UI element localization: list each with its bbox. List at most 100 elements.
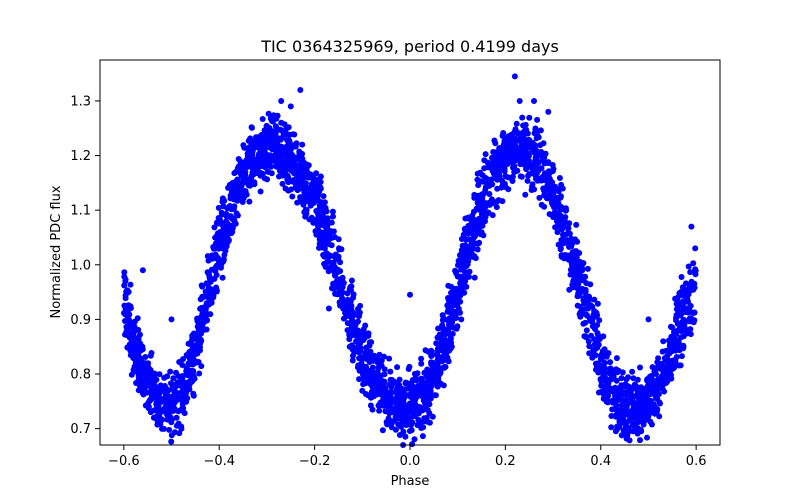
data-point xyxy=(151,391,157,398)
data-point xyxy=(608,413,615,419)
data-point xyxy=(243,191,250,198)
data-point xyxy=(482,151,489,158)
data-point xyxy=(591,322,598,329)
data-point xyxy=(356,355,363,362)
data-point xyxy=(211,224,218,231)
y-tick-label: 1.1 xyxy=(70,204,91,219)
data-point xyxy=(482,184,489,191)
data-point xyxy=(388,424,395,431)
data-point xyxy=(315,185,322,192)
data-point xyxy=(255,151,262,158)
data-point xyxy=(677,334,684,341)
data-point xyxy=(351,320,358,326)
data-point xyxy=(672,336,679,343)
data-point xyxy=(426,410,433,416)
data-point xyxy=(448,283,455,290)
data-point xyxy=(155,411,162,418)
data-point xyxy=(381,353,387,360)
data-point xyxy=(287,146,294,153)
data-point xyxy=(664,353,670,360)
data-point xyxy=(647,407,654,414)
outlier-point xyxy=(325,305,332,312)
data-point xyxy=(282,185,289,192)
data-point xyxy=(409,441,416,448)
data-point xyxy=(231,170,238,177)
data-point xyxy=(321,260,328,267)
data-point xyxy=(484,179,491,186)
data-point xyxy=(438,337,445,344)
data-point xyxy=(690,285,696,292)
data-point xyxy=(139,387,146,394)
data-point xyxy=(329,208,336,215)
x-tick-label: −0.2 xyxy=(299,454,331,469)
data-point xyxy=(629,368,636,375)
data-point xyxy=(356,367,363,374)
data-point xyxy=(456,257,463,264)
data-point xyxy=(626,437,633,444)
data-point xyxy=(429,413,436,420)
data-point xyxy=(619,389,626,396)
data-point xyxy=(180,356,186,363)
data-point xyxy=(455,288,462,294)
data-point xyxy=(316,244,322,251)
data-point xyxy=(466,236,473,243)
data-point xyxy=(428,352,435,359)
data-point xyxy=(306,216,313,223)
data-point xyxy=(141,362,148,369)
data-point xyxy=(432,392,439,399)
data-point xyxy=(204,253,211,260)
data-point xyxy=(246,198,253,205)
data-point xyxy=(439,317,446,324)
data-point xyxy=(355,305,361,312)
data-point xyxy=(573,248,580,255)
data-point xyxy=(647,381,654,388)
data-point xyxy=(165,387,172,394)
data-point xyxy=(690,260,697,267)
data-point xyxy=(332,252,339,259)
data-point xyxy=(336,245,342,252)
x-tick-label: −0.4 xyxy=(203,454,235,469)
data-point xyxy=(229,187,236,194)
data-point xyxy=(567,266,574,273)
data-point xyxy=(534,131,541,138)
data-point xyxy=(404,409,411,415)
data-point xyxy=(429,371,436,378)
data-point xyxy=(648,421,655,428)
data-point xyxy=(238,159,245,166)
data-point xyxy=(190,356,197,363)
y-axis-label: Normalized PDC flux xyxy=(49,185,64,318)
data-point xyxy=(537,127,544,134)
data-point xyxy=(127,305,134,312)
data-point xyxy=(481,165,488,172)
data-point xyxy=(388,388,394,395)
data-point xyxy=(285,137,292,143)
data-point xyxy=(164,392,171,399)
data-point xyxy=(645,416,651,423)
data-point xyxy=(668,375,675,382)
data-point xyxy=(664,371,670,377)
data-point xyxy=(668,323,674,330)
data-point xyxy=(124,325,131,332)
data-point xyxy=(371,375,378,382)
data-point xyxy=(440,328,447,335)
data-point xyxy=(481,202,488,209)
data-point xyxy=(168,438,175,445)
data-point xyxy=(190,392,197,399)
data-point xyxy=(147,396,154,403)
data-point xyxy=(546,170,553,177)
data-point xyxy=(219,274,226,281)
data-point xyxy=(615,394,622,401)
data-point xyxy=(284,154,291,161)
data-point xyxy=(653,395,659,402)
data-point xyxy=(153,402,160,409)
data-point xyxy=(574,293,581,300)
data-point xyxy=(416,385,423,392)
data-point xyxy=(167,399,173,406)
data-point xyxy=(623,376,630,383)
data-point xyxy=(313,231,320,238)
data-point xyxy=(690,319,697,326)
data-point xyxy=(521,128,528,135)
data-point xyxy=(656,413,663,420)
data-point xyxy=(661,380,668,387)
